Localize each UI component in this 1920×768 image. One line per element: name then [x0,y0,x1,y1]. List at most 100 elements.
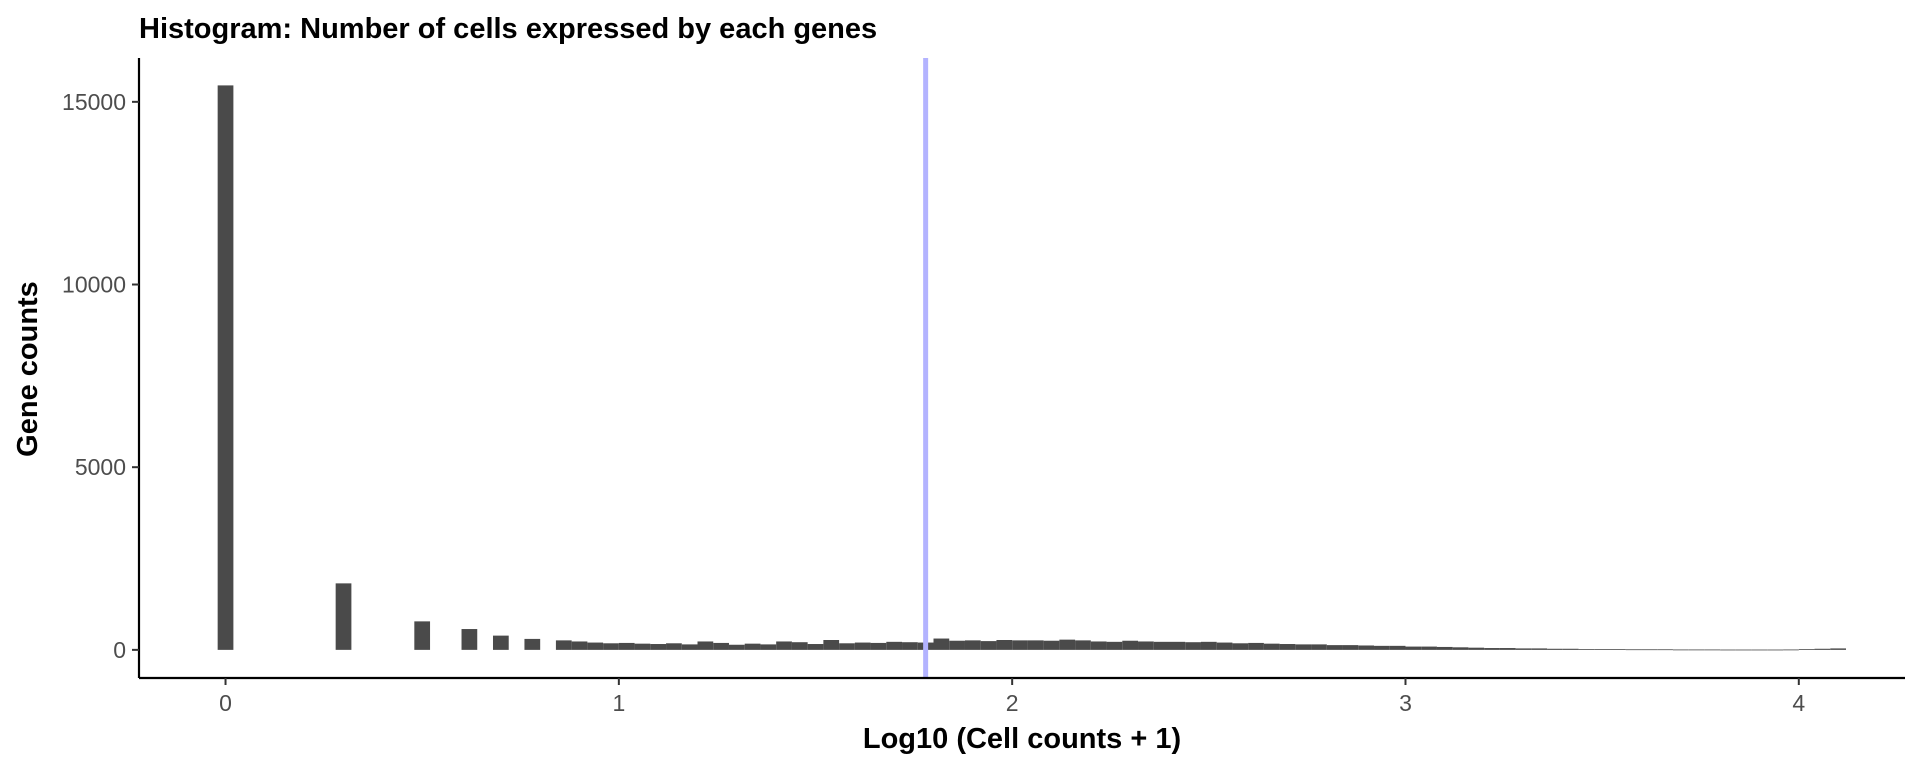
x-tick-label: 1 [612,690,625,716]
histogram-bar [697,641,714,650]
histogram-bar [1641,649,1658,651]
histogram-bar [1672,649,1689,651]
histogram-bar [823,640,840,650]
histogram-bar [1798,649,1815,650]
histogram-bar [1704,649,1721,651]
histogram-bar [650,644,667,650]
histogram-bar [1311,644,1327,650]
histogram-bar [1248,642,1264,650]
histogram-bar [524,638,541,650]
histogram-bar [217,85,234,650]
histogram-bar [776,641,792,650]
chart-title: Histogram: Number of cells expressed by … [139,13,877,45]
x-tick-label: 3 [1399,690,1412,716]
histogram-bar [980,641,997,650]
x-tick-label: 2 [1006,690,1019,716]
histogram-bar [1138,641,1154,650]
histogram-bar [1814,648,1831,650]
histogram-bar [1122,640,1139,650]
histogram-bar [1232,643,1249,650]
histogram-bar [1578,649,1595,650]
histogram-bar [1216,642,1233,650]
histogram-bar [1185,642,1201,650]
histogram-bar [1515,648,1532,650]
histogram-bar [1547,648,1563,650]
histogram-bar [666,643,682,650]
histogram-bar [603,643,619,650]
histogram-bar [1358,645,1375,650]
histogram-bar [1452,647,1469,650]
x-tick-label: 0 [219,690,232,716]
histogram-bar [839,643,855,650]
histogram-bar [1436,646,1453,650]
histogram-bar [1610,649,1626,650]
histogram-bar [1688,649,1705,651]
y-axis: 0 5000 10000 15000 [62,89,139,663]
histogram-bar [854,642,871,650]
histogram-bar [1562,648,1579,650]
histogram-bar [414,621,431,650]
histogram-bar [996,640,1013,650]
histogram-bar [1499,648,1516,650]
histogram-bar [461,629,478,650]
histogram-bar [1484,648,1500,650]
histogram-bar [1169,641,1186,650]
histogram-bar [492,635,509,650]
histogram-bar [1043,640,1060,650]
histogram-bar [713,642,729,650]
histogram-bar [886,641,903,650]
histogram-bar [1279,644,1296,650]
histogram-bar [1200,641,1217,650]
histogram-bar [1751,649,1768,651]
x-axis: 0 1 2 3 4 [219,678,1805,716]
histogram-bar [744,643,761,650]
histogram-bar [1657,649,1673,651]
histogram-bar [902,642,918,650]
histogram-bar [587,642,604,650]
y-tick-label: 10000 [62,272,126,298]
histogram-bar [760,644,777,650]
histogram-bar [1012,640,1028,650]
y-axis-title: Gene counts [12,281,44,457]
histogram-bar [1735,649,1752,651]
histogram-bar [949,640,965,650]
histogram-bar [1090,641,1107,650]
histogram-bar [1421,646,1437,650]
histogram-bar [1106,641,1123,650]
histogram-bar [1468,647,1485,650]
histogram-bar [1153,641,1170,650]
histogram-bar [1531,648,1548,650]
histogram-bar [1263,643,1280,650]
y-tick-label: 0 [113,637,126,663]
x-axis-title: Log10 (Cell counts + 1) [863,723,1181,755]
histogram-bar [1625,649,1642,651]
histogram-bar [728,644,745,650]
histogram-bar [1059,639,1076,650]
histogram-bar [791,642,808,650]
histogram-bar [571,641,588,650]
bars-group [217,85,1846,651]
histogram-bar [1767,649,1784,651]
histogram-bar [964,640,981,650]
histogram-bar [1374,645,1390,650]
histogram-bar [335,583,352,650]
histogram-bar [681,644,698,650]
y-tick-label: 5000 [75,454,126,480]
histogram-bar [1783,649,1799,651]
histogram-bar [1389,645,1406,650]
histogram-bar [1830,648,1846,650]
histogram-bar [1075,640,1091,650]
histogram-bar [1720,649,1736,651]
histogram-bar [1326,645,1343,650]
histogram-bar [870,642,887,650]
histogram-bar [933,638,950,650]
histogram-bar [634,643,651,650]
x-tick-label: 4 [1792,690,1805,716]
histogram-bar [807,644,824,650]
y-tick-label: 15000 [62,89,126,115]
histogram-bar [1342,645,1359,650]
histogram-bar [1594,649,1611,650]
histogram-bar [555,640,572,650]
histogram-bar [618,642,635,650]
